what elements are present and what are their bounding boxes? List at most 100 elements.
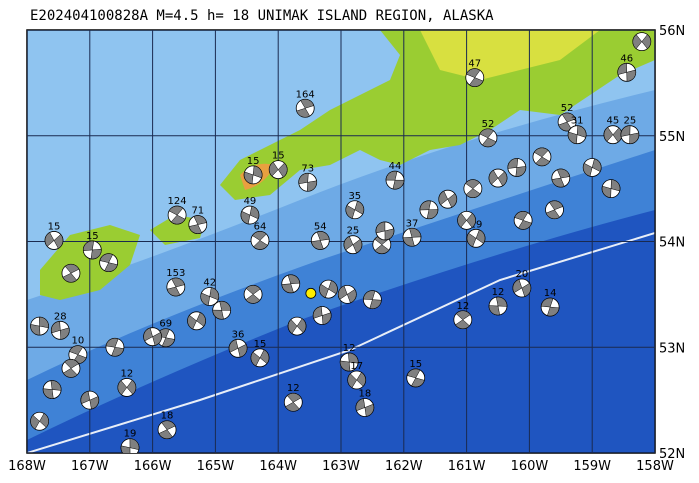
beachball [243, 165, 263, 185]
beachball [287, 316, 307, 336]
beachball [512, 278, 532, 298]
depth-label: 73 [301, 163, 314, 174]
depth-label: 15 [247, 156, 260, 167]
beachball [617, 62, 637, 82]
beachball [557, 112, 577, 132]
beachball [339, 352, 359, 372]
beachball [488, 168, 508, 188]
depth-label: 25 [624, 116, 637, 127]
beachball [105, 337, 125, 357]
beachball [513, 210, 533, 230]
depth-label: 42 [203, 277, 216, 288]
beachball [283, 392, 303, 412]
beachball-quadrant [30, 316, 49, 336]
beachball [298, 172, 318, 192]
beachball [281, 274, 301, 294]
beachball [157, 420, 177, 440]
depth-label: 20 [515, 269, 528, 280]
depth-label: 13 [635, 23, 648, 34]
beachball [337, 284, 357, 304]
beachball-quadrant [243, 165, 263, 185]
beachball-quadrant [44, 232, 64, 249]
beachball-quadrant [488, 169, 508, 187]
depth-label: 15 [86, 231, 99, 242]
lon-tick-label: 165W [197, 459, 235, 474]
beachball-quadrant [567, 125, 587, 144]
lon-tick-label: 166W [134, 459, 172, 474]
beachball [243, 284, 263, 304]
beachball-quadrant [250, 349, 270, 367]
beachball [438, 189, 458, 209]
beachball [632, 32, 652, 52]
beachball-quadrant [312, 306, 332, 325]
depth-label: 10 [72, 336, 85, 347]
beachball-quadrant [488, 296, 508, 316]
depth-label: 15 [272, 151, 285, 162]
depth-label: 25 [347, 226, 360, 237]
beachball [200, 287, 220, 306]
beachball-quadrant [285, 392, 302, 412]
beachball-quadrant [120, 438, 140, 453]
beachball-quadrant [363, 290, 382, 309]
beachball-quadrant [245, 285, 261, 304]
beachball [50, 320, 70, 340]
beachball-quadrant [298, 173, 317, 192]
beachball [362, 290, 382, 310]
beachball-quadrant [252, 231, 268, 250]
beachball-quadrant [187, 312, 206, 330]
beachball [355, 398, 375, 417]
depth-label: 45 [607, 116, 620, 127]
lat-tick-label: 54N [659, 236, 685, 251]
beachball-quadrant [240, 205, 260, 225]
beachball-quadrant [582, 158, 602, 177]
beachball [212, 300, 232, 320]
beachball-quadrant [632, 34, 651, 50]
depth-label: 37 [406, 218, 419, 229]
depth-label: 46 [620, 53, 633, 64]
beachball [385, 170, 405, 190]
lon-tick-label: 159W [573, 459, 611, 474]
beachball-quadrant [212, 301, 231, 320]
beachball [143, 327, 163, 347]
beachball-quadrant [80, 391, 99, 410]
beachball-quadrant [465, 179, 481, 198]
beachball-quadrant [166, 277, 185, 297]
lon-tick-label: 168W [8, 459, 46, 474]
beachball-quadrant [375, 221, 395, 241]
lon-tick-label: 167W [71, 459, 109, 474]
beachball [457, 210, 477, 230]
beachball [82, 240, 102, 260]
depth-label: 47 [468, 59, 481, 70]
beachball [268, 160, 288, 179]
beachball [419, 200, 439, 220]
beachball-quadrant [200, 287, 219, 306]
beachball [603, 125, 623, 145]
beachball [166, 277, 186, 297]
beachball [507, 158, 527, 177]
beachball [478, 128, 498, 148]
beachball [551, 168, 571, 188]
beachball [343, 235, 363, 255]
beachball-quadrant [319, 280, 338, 298]
depth-label: 124 [168, 196, 187, 207]
depth-label: 52 [482, 119, 495, 130]
beachball-quadrant [62, 359, 79, 378]
beachball [228, 338, 248, 358]
depth-label: 54 [314, 221, 327, 232]
depth-label: 31 [571, 116, 584, 127]
beachball [117, 378, 137, 397]
beachball [532, 147, 552, 167]
depth-label: 35 [348, 191, 361, 202]
depth-label: 36 [232, 329, 245, 340]
beachball-quadrant [438, 190, 457, 208]
beachball [567, 125, 587, 145]
beachball [540, 297, 560, 317]
beachball-quadrant [419, 200, 439, 220]
depth-label: 14 [544, 288, 557, 299]
depth-label: 64 [254, 221, 267, 232]
beachball [601, 179, 621, 199]
beachball [30, 411, 49, 431]
beachball-quadrant [268, 161, 288, 178]
beachball-quadrant [479, 128, 497, 148]
